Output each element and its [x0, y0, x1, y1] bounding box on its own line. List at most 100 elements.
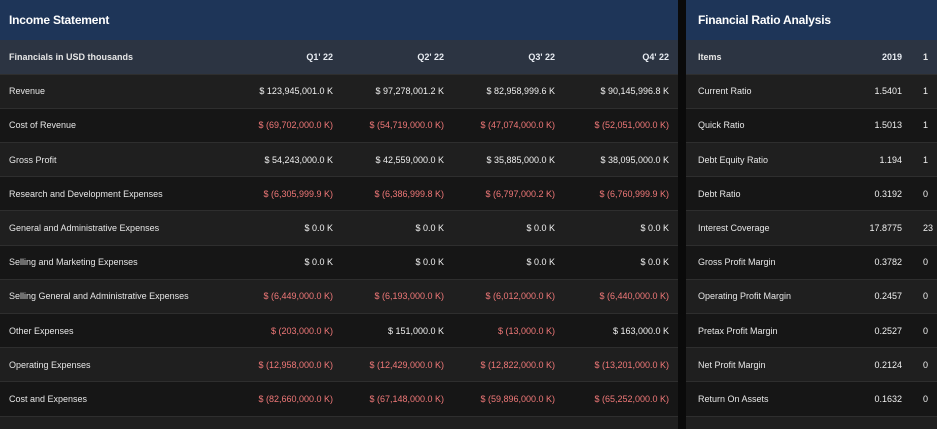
row-label: Operating Expenses [0, 347, 229, 383]
row-value: 0 [911, 176, 937, 212]
row-value: $ (203,000.0 K) [229, 313, 342, 349]
row-label: Pretax Profit Margin [686, 313, 826, 349]
row-label: Gross Profit Margin [686, 245, 826, 280]
table-row: Cost and Expenses $ (82,660,000.0 K) $ (67… [0, 381, 678, 417]
table-row: Quick Ratio 1.5013 1 [686, 108, 937, 144]
row-label: Operating Profit Margin [686, 279, 826, 315]
table-row: Gross Profit Margin 0.3782 0 [686, 245, 937, 280]
row-value: 0.2527 [826, 313, 911, 349]
row-value: 1 [911, 74, 937, 109]
table-row [686, 416, 937, 429]
row-label: Other Expenses [0, 313, 229, 349]
income-header-q1[interactable]: Q1' 22 [229, 40, 342, 75]
row-value: 0 [911, 279, 937, 315]
row-value: $ (47,074,000.0 K) [453, 108, 564, 144]
row-label: Research and Development Expenses [0, 176, 229, 212]
row-value: $ 35,885,000.0 K [453, 142, 564, 178]
table-row: Pretax Profit Margin 0.2527 0 [686, 313, 937, 349]
table-row: Selling and Marketing Expenses $ 0.0 K $ 0… [0, 245, 678, 280]
row-value: $ (6,797,000.2 K) [453, 176, 564, 212]
row-value: $ 0.0 K [564, 245, 678, 280]
row-value: $ (65,252,000.0 K) [564, 381, 678, 417]
row-label: Cost of Revenue [0, 108, 229, 144]
row-value: $ 54,243,000.0 K [229, 142, 342, 178]
row-value: 0.2457 [826, 279, 911, 315]
row-value [229, 416, 342, 429]
row-value: $ (59,896,000.0 K) [453, 381, 564, 417]
row-value: $ 151,000.0 K [342, 313, 453, 349]
row-label: Net Profit Margin [686, 347, 826, 383]
row-value: $ 0.0 K [229, 245, 342, 280]
row-value: $ (6,760,999.9 K) [564, 176, 678, 212]
row-value: $ 0.0 K [342, 245, 453, 280]
row-value [342, 416, 453, 429]
row-label: Quick Ratio [686, 108, 826, 144]
financial-ratio-panel: Financial Ratio Analysis Items 2019 1 Cu… [686, 0, 937, 429]
table-row: Debt Equity Ratio 1.194 1 [686, 142, 937, 178]
income-header-row: Financials in USD thousands Q1' 22 Q2' 2… [0, 40, 678, 75]
table-row: Gross Profit $ 54,243,000.0 K $ 42,559,000… [0, 142, 678, 178]
row-value: $ 0.0 K [342, 210, 453, 246]
row-value: 0.2124 [826, 347, 911, 383]
table-row: Return On Assets 0.1632 0 [686, 381, 937, 417]
income-header-q2[interactable]: Q2' 22 [342, 40, 453, 75]
row-label [686, 416, 826, 429]
row-value [453, 416, 564, 429]
row-value: $ 38,095,000.0 K [564, 142, 678, 178]
row-value: $ (82,660,000.0 K) [229, 381, 342, 417]
row-label: Interest Coverage [686, 210, 826, 246]
row-value: $ (6,386,999.8 K) [342, 176, 453, 212]
row-value: $ (6,440,000.0 K) [564, 279, 678, 315]
row-value: $ 82,958,999.6 K [453, 74, 564, 109]
table-row [0, 416, 678, 429]
row-value: $ 0.0 K [453, 210, 564, 246]
ratio-header-next-year[interactable]: 1 [911, 40, 937, 75]
row-value: $ (6,305,999.9 K) [229, 176, 342, 212]
income-header-q3[interactable]: Q3' 22 [453, 40, 564, 75]
table-row: Operating Expenses $ (12,958,000.0 K) $ (1… [0, 347, 678, 383]
row-value: $ 123,945,001.0 K [229, 74, 342, 109]
row-value: 1.5401 [826, 74, 911, 109]
row-value: 0 [911, 313, 937, 349]
row-value: $ 0.0 K [453, 245, 564, 280]
row-value: $ 97,278,001.2 K [342, 74, 453, 109]
row-value: 0.3782 [826, 245, 911, 280]
row-value: $ (12,958,000.0 K) [229, 347, 342, 383]
table-row: General and Administrative Expenses $ 0.0… [0, 210, 678, 246]
row-value: 0.1632 [826, 381, 911, 417]
table-row: Debt Ratio 0.3192 0 [686, 176, 937, 212]
row-value: $ (52,051,000.0 K) [564, 108, 678, 144]
ratio-header-row: Items 2019 1 [686, 40, 937, 75]
row-value: $ (67,148,000.0 K) [342, 381, 453, 417]
row-value: 1 [911, 108, 937, 144]
income-header-q4[interactable]: Q4' 22 [564, 40, 678, 75]
table-row: Current Ratio 1.5401 1 [686, 74, 937, 109]
row-label: General and Administrative Expenses [0, 210, 229, 246]
table-row: Interest Coverage 17.8775 23 [686, 210, 937, 246]
row-label: Revenue [0, 74, 229, 109]
row-value: $ (12,429,000.0 K) [342, 347, 453, 383]
row-value: 1.194 [826, 142, 911, 178]
row-label: Gross Profit [0, 142, 229, 178]
financial-ratio-table: Items 2019 1 Current Ratio 1.5401 1 Quick … [686, 40, 937, 429]
table-row: Net Profit Margin 0.2124 0 [686, 347, 937, 383]
row-value: 0 [911, 245, 937, 280]
income-statement-table: Financials in USD thousands Q1' 22 Q2' 2… [0, 40, 678, 429]
table-row: Research and Development Expenses $ (6,30… [0, 176, 678, 212]
row-value: 17.8775 [826, 210, 911, 246]
row-value: $ 90,145,996.8 K [564, 74, 678, 109]
row-value: 0 [911, 381, 937, 417]
row-label [0, 416, 229, 429]
row-value: $ (6,449,000.0 K) [229, 279, 342, 315]
row-value: 23 [911, 210, 937, 246]
income-header-label[interactable]: Financials in USD thousands [0, 40, 229, 75]
ratio-header-2019[interactable]: 2019 [826, 40, 911, 75]
ratio-header-items[interactable]: Items [686, 40, 826, 75]
row-value: $ (12,822,000.0 K) [453, 347, 564, 383]
row-label: Selling General and Administrative Expen… [0, 279, 229, 315]
table-row: Revenue $ 123,945,001.0 K $ 97,278,001.2 K… [0, 74, 678, 109]
row-label: Cost and Expenses [0, 381, 229, 417]
income-statement-title: Income Statement [0, 0, 678, 40]
income-statement-panel: Income Statement Financials in USD thous… [0, 0, 678, 429]
row-label: Return On Assets [686, 381, 826, 417]
